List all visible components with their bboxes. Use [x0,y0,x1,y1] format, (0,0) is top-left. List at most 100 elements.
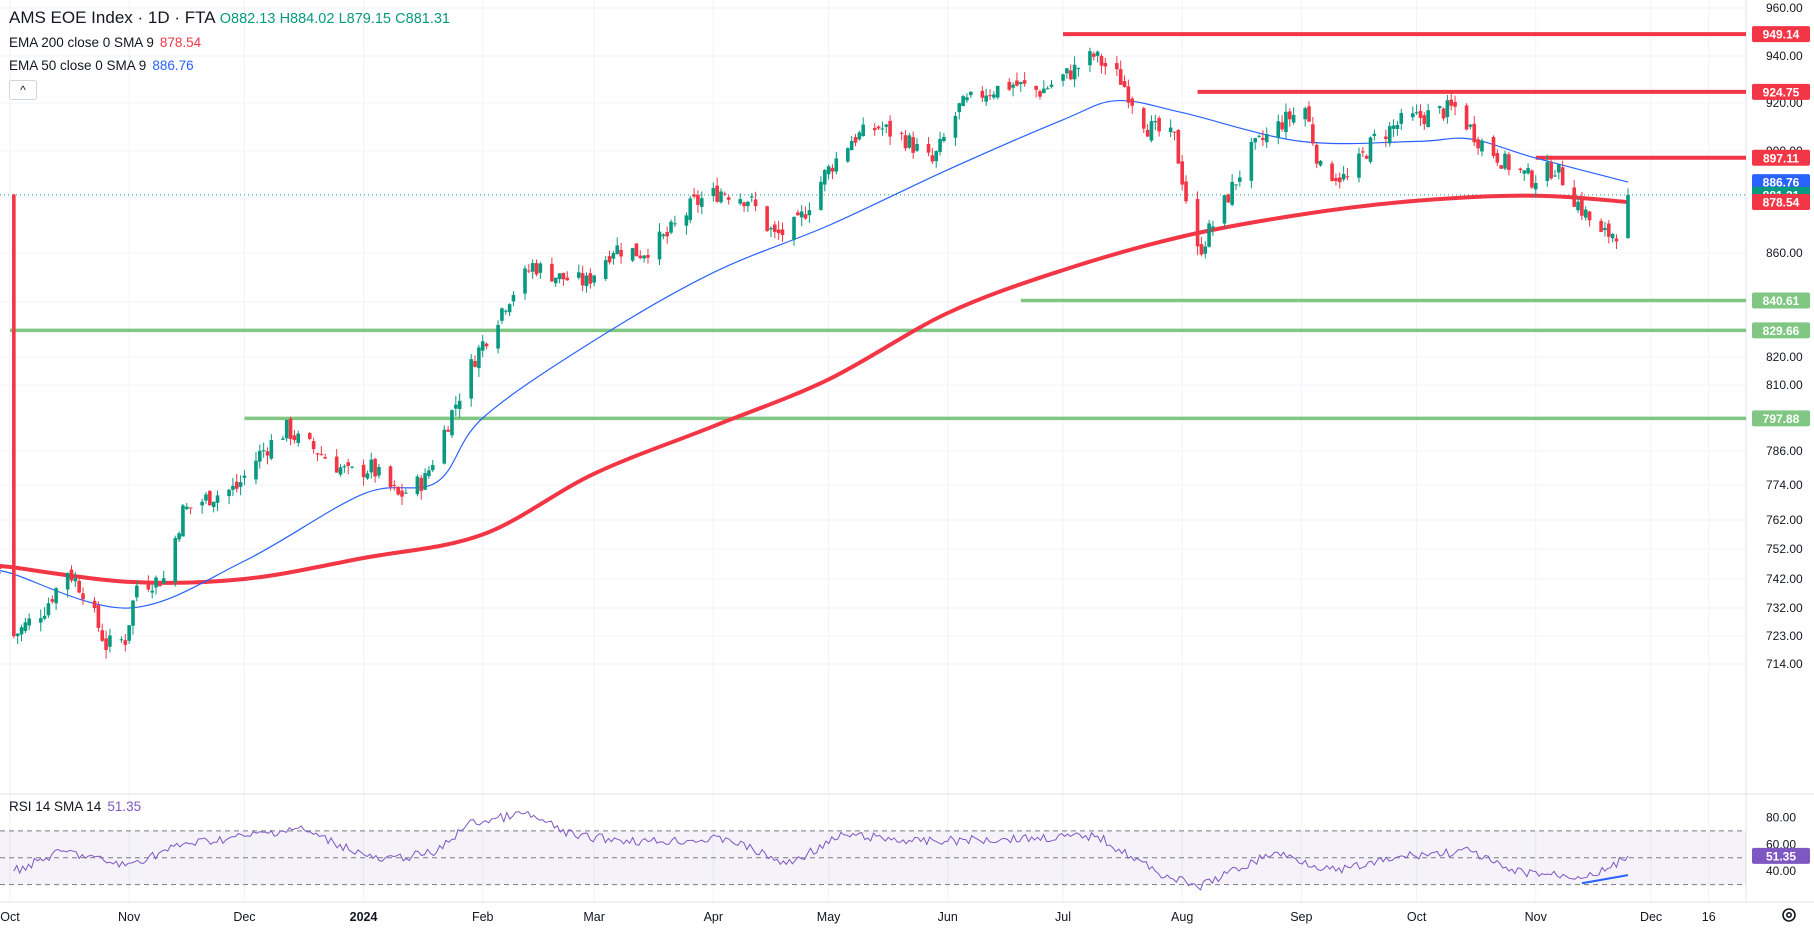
candle[interactable] [177,531,181,542]
ema50-legend[interactable]: EMA 50 close 0 SMA 9 886.76 [9,54,450,77]
candle[interactable] [807,202,812,223]
candle[interactable] [1226,193,1231,203]
candle[interactable] [1445,94,1450,124]
candle[interactable] [961,95,965,107]
candle[interactable] [1499,164,1503,170]
candle[interactable] [696,190,700,213]
candle[interactable] [1068,64,1073,81]
candle[interactable] [334,449,339,473]
candle[interactable] [692,188,696,199]
candle[interactable] [673,215,677,227]
candle[interactable] [942,133,946,143]
candle[interactable] [146,575,151,592]
candle[interactable] [995,85,1000,100]
candle[interactable] [96,601,101,632]
candle[interactable] [980,86,985,102]
candle[interactable] [50,595,55,604]
candle[interactable] [1545,154,1550,187]
candle[interactable] [419,474,424,500]
candle[interactable] [1410,106,1415,121]
candle[interactable] [1149,115,1154,143]
candle[interactable] [880,121,885,136]
candle[interactable] [611,250,616,265]
candle[interactable] [1441,107,1446,121]
candle[interactable] [1015,72,1019,87]
candle[interactable] [1372,129,1377,141]
candle[interactable] [1476,136,1480,155]
candle[interactable] [1291,107,1296,125]
candle[interactable] [642,254,646,263]
candle[interactable] [204,491,208,504]
candle[interactable] [1199,237,1204,257]
candle[interactable] [423,468,427,491]
candle[interactable] [234,474,239,493]
time-axis[interactable]: Oct Nov Dec 2024 Feb Mar Apr May Jun Jul Aug Sep Oct… [0,910,1715,924]
candle[interactable] [1230,174,1234,207]
candle[interactable] [507,303,512,317]
candle[interactable] [158,580,162,587]
candle[interactable] [430,459,435,473]
candle[interactable] [1234,184,1238,191]
candle[interactable] [780,222,785,242]
candle[interactable] [1072,56,1077,88]
candle[interactable] [1061,73,1065,87]
candle[interactable] [292,430,297,444]
candle[interactable] [615,237,620,255]
candle[interactable] [38,609,43,632]
candle[interactable] [307,432,312,441]
candle[interactable] [872,122,877,136]
candle[interactable] [92,597,97,613]
ema200-legend[interactable]: EMA 200 close 0 SMA 9 878.54 [9,31,450,54]
candle[interactable] [819,176,823,211]
candle[interactable] [1307,101,1311,123]
candle[interactable] [1211,220,1215,236]
candle[interactable] [242,470,247,486]
candle[interactable] [392,480,397,491]
candle[interactable] [853,134,858,147]
candle[interactable] [846,147,850,164]
candle[interactable] [1249,137,1254,189]
candle[interactable] [400,483,404,505]
candle[interactable] [1384,129,1388,148]
candle[interactable] [619,242,623,264]
candle[interactable] [738,193,743,206]
candle[interactable] [1391,119,1396,137]
candle[interactable] [1414,104,1419,116]
candle[interactable] [1222,194,1227,229]
candle[interactable] [104,630,108,659]
candle[interactable] [1453,95,1457,116]
candle[interactable] [469,354,473,407]
candle[interactable] [1387,121,1392,147]
candle[interactable] [688,195,693,224]
candle[interactable] [715,177,719,203]
candle[interactable] [1311,116,1315,146]
candle[interactable] [1280,115,1284,132]
gear-icon[interactable] [1780,906,1798,924]
candle[interactable] [1011,82,1015,97]
candle[interactable] [81,587,85,605]
candle[interactable] [830,164,835,180]
candle[interactable] [550,257,554,283]
candle[interactable] [1583,206,1588,221]
candle[interactable] [1141,106,1146,134]
rsi-legend[interactable]: RSI 14 SMA 14 51.35 [9,799,141,814]
candle[interactable] [1614,234,1619,249]
candle[interactable] [500,307,504,325]
candle[interactable] [227,488,231,505]
candle[interactable] [258,444,262,469]
candle[interactable] [1091,51,1096,61]
candle[interactable] [1253,137,1258,150]
candle[interactable] [1157,115,1161,137]
candle[interactable] [773,221,777,239]
candle[interactable] [281,435,285,440]
candle[interactable] [938,131,942,156]
candle[interactable] [726,195,731,205]
candle[interactable] [1145,123,1150,137]
candle[interactable] [534,259,539,277]
ema200-path[interactable] [0,193,1629,585]
candle[interactable] [365,470,370,480]
candle[interactable] [388,465,393,491]
candle[interactable] [776,220,781,240]
candle[interactable] [1491,135,1496,159]
collapse-legend-button[interactable]: ^ [9,80,37,100]
